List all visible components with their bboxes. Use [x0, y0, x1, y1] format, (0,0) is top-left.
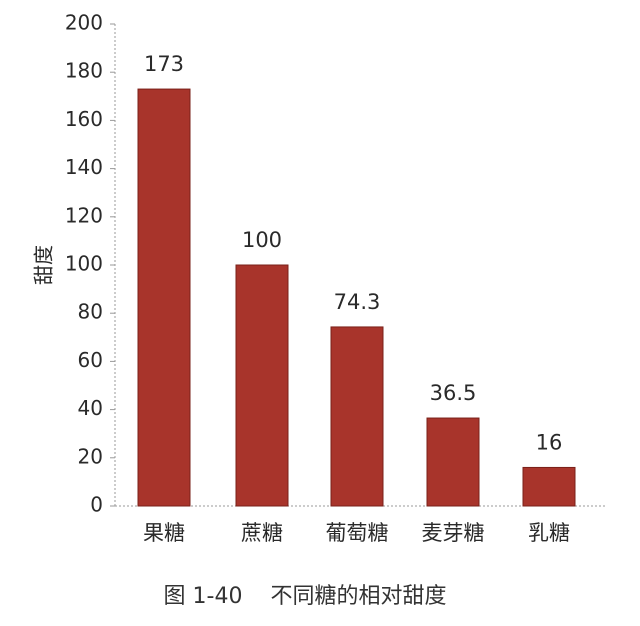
bar	[426, 417, 480, 507]
x-tick-label: 麦芽糖	[422, 521, 485, 545]
y-tick-label: 60	[78, 348, 103, 372]
data-label: 173	[144, 52, 184, 76]
y-tick-label: 0	[90, 493, 103, 517]
data-label: 100	[242, 228, 282, 252]
y-tick-label: 140	[65, 155, 103, 179]
x-tick-label: 果糖	[143, 521, 185, 545]
data-label: 36.5	[430, 381, 477, 405]
x-tick-label: 蔗糖	[241, 521, 283, 545]
y-tick-label: 180	[65, 59, 103, 83]
y-axis-label: 甜度	[32, 245, 56, 285]
y-tick-label: 160	[65, 107, 103, 131]
y-tick-label: 100	[65, 252, 103, 276]
x-tick-label: 葡萄糖	[326, 521, 389, 545]
axes: 0 20 40 60 80 100 120 140 160 180 200	[65, 11, 605, 517]
data-label: 74.3	[334, 290, 381, 314]
y-tick-label: 120	[65, 203, 103, 227]
chart-caption: 图 1-40 不同糖的相对甜度	[163, 584, 447, 609]
bars: 173 果糖 100 蔗糖 74.3 葡萄糖 36.5 麦芽糖 16 乳糖	[137, 52, 576, 545]
y-tick-label: 200	[65, 11, 103, 35]
bar	[330, 326, 384, 507]
bar	[522, 466, 576, 507]
bar	[137, 88, 191, 507]
data-label: 16	[536, 430, 563, 454]
x-tick-label: 乳糖	[528, 521, 570, 545]
y-tick-label: 80	[78, 300, 103, 324]
y-tick-label: 20	[78, 444, 103, 468]
bar	[235, 264, 289, 507]
y-tick-label: 40	[78, 396, 103, 420]
